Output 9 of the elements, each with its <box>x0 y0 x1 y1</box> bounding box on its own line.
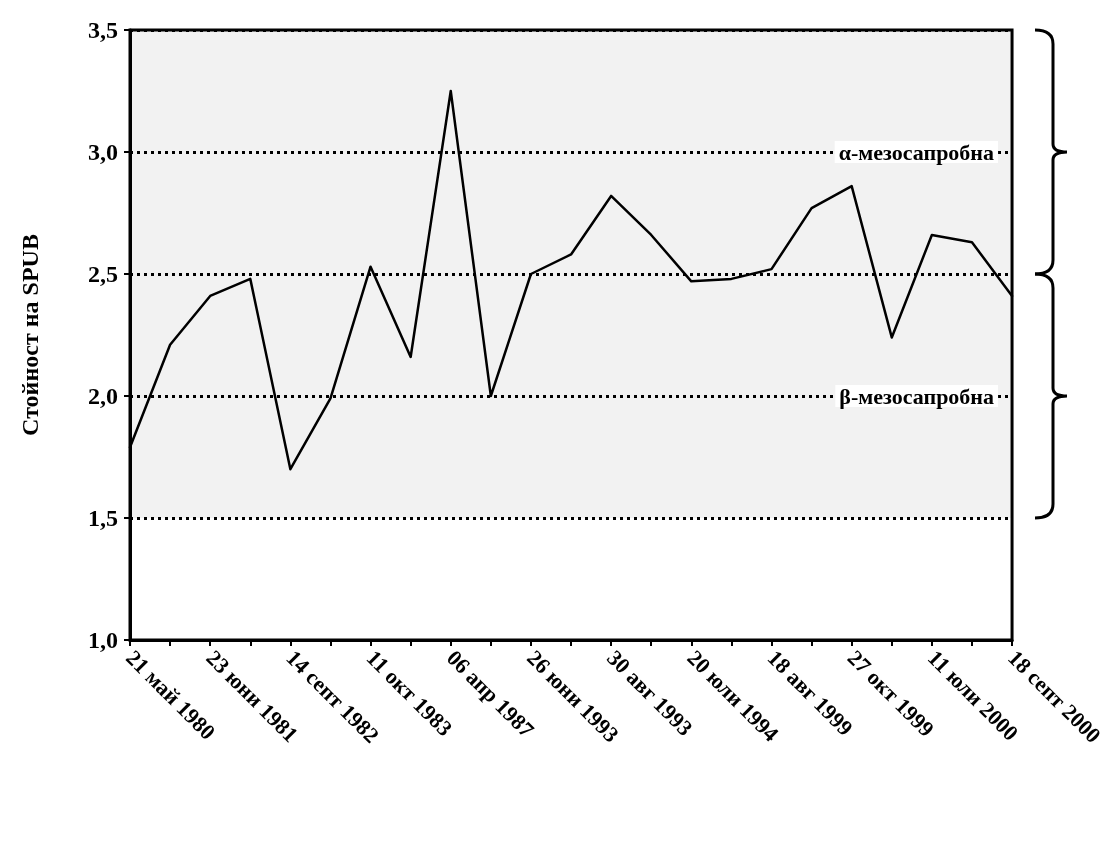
y-tick-label: 3,0 <box>88 139 118 165</box>
y-tick-label: 3,5 <box>88 17 118 43</box>
y-tick-label: 1,5 <box>88 505 118 531</box>
y-tick-label: 1,0 <box>88 627 118 653</box>
band-label: β-мезосапробна <box>839 383 995 409</box>
band-label: α-мезосапробна <box>838 139 995 165</box>
y-axis-title: Стойност на SPUB <box>17 234 43 436</box>
y-tick-label: 2,0 <box>88 383 118 409</box>
y-tick-label: 2,5 <box>88 261 118 287</box>
